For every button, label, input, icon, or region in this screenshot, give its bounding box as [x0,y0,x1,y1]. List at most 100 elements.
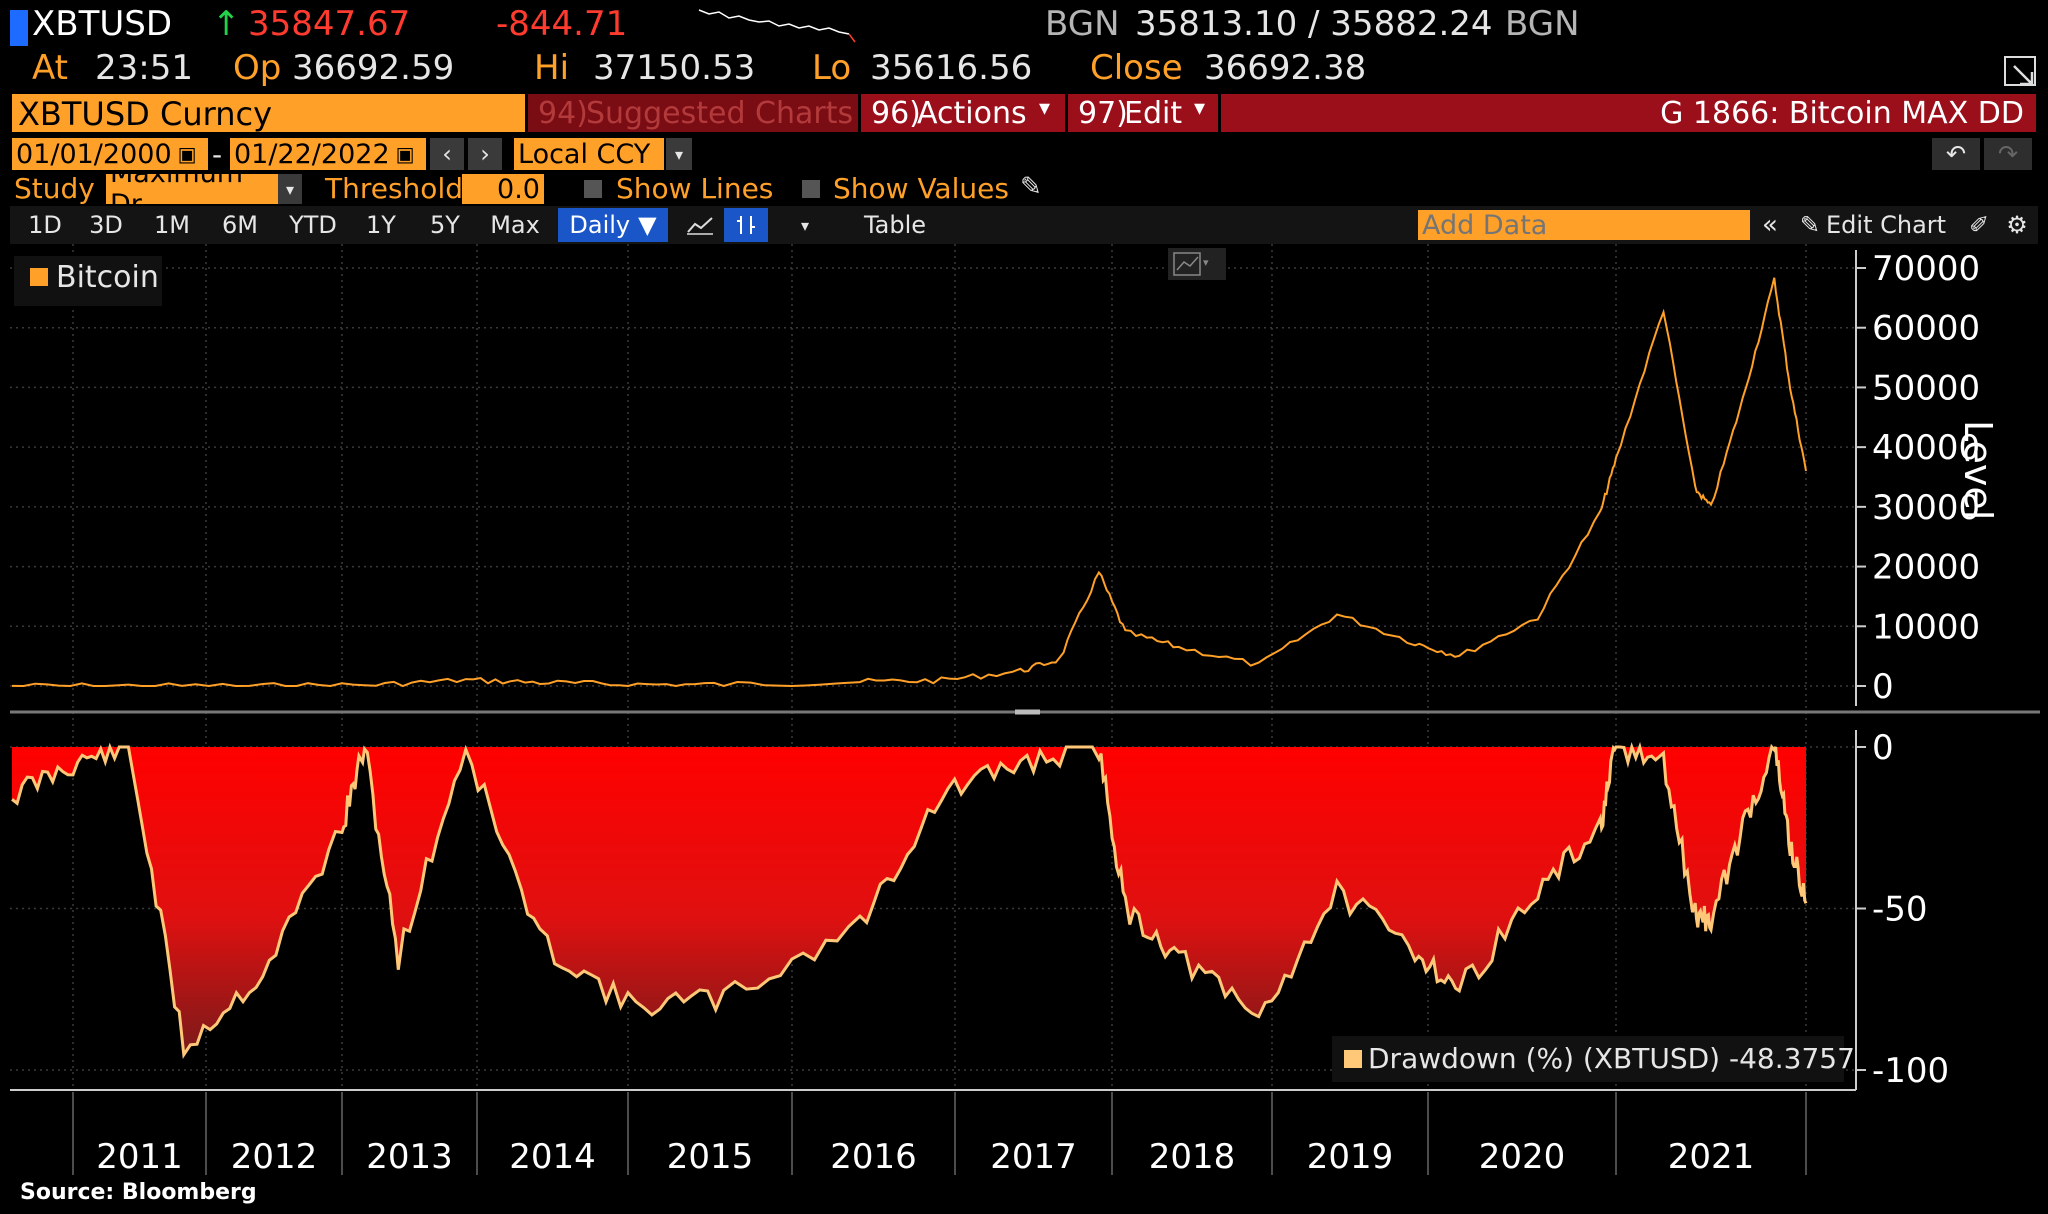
legend-swatch [30,268,48,286]
period-button-6m[interactable]: 6M [222,211,258,239]
next-period-button[interactable]: › [468,138,502,170]
suggested-label: Suggested Charts [586,96,854,131]
bottom-legend: Drawdown (%) (XBTUSD) -48.3757 [1332,1036,1855,1082]
high-label: Hi [534,48,570,88]
x-tick-label: 2013 [366,1137,453,1177]
x-tick-label: 2015 [667,1137,754,1177]
period-button-1y[interactable]: 1Y [366,211,396,239]
ticker-symbol: XBTUSD [32,4,173,44]
period-button-1d[interactable]: 1D [28,211,62,239]
x-tick-label: 2014 [509,1137,596,1177]
annotate-icon[interactable]: ✐ [1968,211,1990,239]
end-date: 01/22/2022 [234,138,390,170]
security-text: XBTUSD Curncy [18,95,272,133]
chevron-down-icon: ▼ [638,211,657,239]
chevron-left-icon: ‹ [442,140,452,168]
bid-source: BGN [1045,4,1120,44]
frequency-select[interactable]: Daily ▼ [558,208,668,242]
chevron-down-icon: ▾ [674,144,684,164]
bar-chart-icon[interactable] [724,208,768,242]
y-tick-label: 60000 [1872,309,1980,349]
legend-label: Drawdown (%) (XBTUSD) -48.3757 [1368,1042,1855,1075]
collapse-double-chevron-icon[interactable]: « [1762,210,1778,240]
up-arrow-icon: ↑ [212,4,241,44]
y-tick-label: -50 [1872,890,1928,930]
start-date: 01/01/2000 [16,138,172,170]
currency-dropdown-button[interactable]: ▾ [666,138,692,170]
close-label: Close [1090,48,1183,88]
period-button-5y[interactable]: 5Y [430,211,460,239]
drawdown-line[interactable] [11,741,1808,1059]
study-dropdown-button[interactable]: ▾ [278,174,302,204]
actions-num: 96) [871,96,921,131]
edit-menu-button[interactable]: 97) Edit ▾ [1068,94,1218,132]
x-tick-label: 2021 [1668,1137,1755,1177]
period-button-3d[interactable]: 3D [89,211,123,239]
close-value: 36692.38 [1204,48,1367,88]
study-value: Maximum Dr [110,174,278,204]
table-button[interactable]: Table [850,208,940,242]
chart-style-button[interactable]: ▾ [1168,248,1226,280]
security-field[interactable]: XBTUSD Curncy [12,94,525,133]
suggested-charts-button[interactable]: 94) Suggested Charts [528,94,858,132]
at-time: 23:51 [95,48,193,88]
low-label: Lo [812,48,852,88]
svg-text:▾: ▾ [1203,256,1209,269]
show-values-label: Show Values [833,172,1009,205]
x-tick-label: 2020 [1479,1137,1566,1177]
start-date-field[interactable]: 01/01/2000 ▣ [12,138,208,170]
chevron-down-icon: ▾ [285,179,295,199]
intraday-sparkline [698,9,856,43]
bitcoin-price-line[interactable] [11,277,1807,688]
x-tick-label: 2017 [990,1137,1077,1177]
popout-icon[interactable] [2002,52,2042,92]
currency-select[interactable]: Local CCY [514,138,664,170]
end-date-field[interactable]: 01/22/2022 ▣ [230,138,426,170]
gear-icon[interactable]: ⚙ [2006,211,2028,239]
calendar-icon[interactable]: ▣ [395,142,415,166]
prev-period-button[interactable]: ‹ [430,138,464,170]
show-lines-checkbox[interactable] [584,180,602,198]
chevron-down-icon: ▾ [1039,96,1051,121]
chart-type-dropdown[interactable]: ▾ [790,208,820,242]
suggested-num: 94) [538,96,588,131]
x-tick-label: 2011 [96,1137,183,1177]
actions-label: Actions [917,96,1027,131]
legend-swatch [1344,1050,1362,1068]
threshold-value: 0.0 [497,173,540,205]
x-tick-label: 2012 [231,1137,318,1177]
period-button-max[interactable]: Max [490,211,540,239]
redo-icon: ↷ [1997,140,2019,168]
undo-icon: ↶ [1945,140,1967,168]
y-tick-label: 40000 [1872,428,1980,468]
period-button-1m[interactable]: 1M [154,211,190,239]
chevron-right-icon: › [480,140,490,168]
drawdown-area [12,747,1806,1055]
legend-label: Bitcoin [56,260,159,295]
top-legend: Bitcoin [14,256,162,306]
pencil-icon[interactable]: ✎ [1020,172,1042,202]
x-tick-label: 2019 [1307,1137,1394,1177]
add-data-input[interactable] [1418,210,1750,240]
undo-button[interactable]: ↶ [1932,138,1980,170]
redo-button[interactable]: ↷ [1984,138,2032,170]
last-price: 35847.67 [248,4,411,44]
period-button-ytd[interactable]: YTD [289,211,337,239]
y-tick-label: 20000 [1872,548,1980,588]
actions-menu-button[interactable]: 96) Actions ▾ [861,94,1065,132]
ask-source: BGN [1505,4,1580,44]
study-select[interactable]: Maximum Dr [106,174,278,204]
calendar-icon[interactable]: ▣ [177,142,197,166]
y-tick-label: -100 [1872,1051,1949,1091]
edit-chart-button[interactable]: ✎ Edit Chart [1798,208,1948,242]
y-tick-label: 70000 [1872,249,1980,289]
line-chart-icon[interactable] [680,208,720,242]
bid-ask: 35813.10 / 35882.24 [1135,4,1493,44]
threshold-label: Threshold [325,172,463,205]
price-change: -844.71 [496,4,628,44]
show-values-checkbox[interactable] [802,180,820,198]
y-tick-label: 10000 [1872,607,1980,647]
threshold-input[interactable]: 0.0 [462,173,544,205]
x-tick-label: 2018 [1149,1137,1236,1177]
